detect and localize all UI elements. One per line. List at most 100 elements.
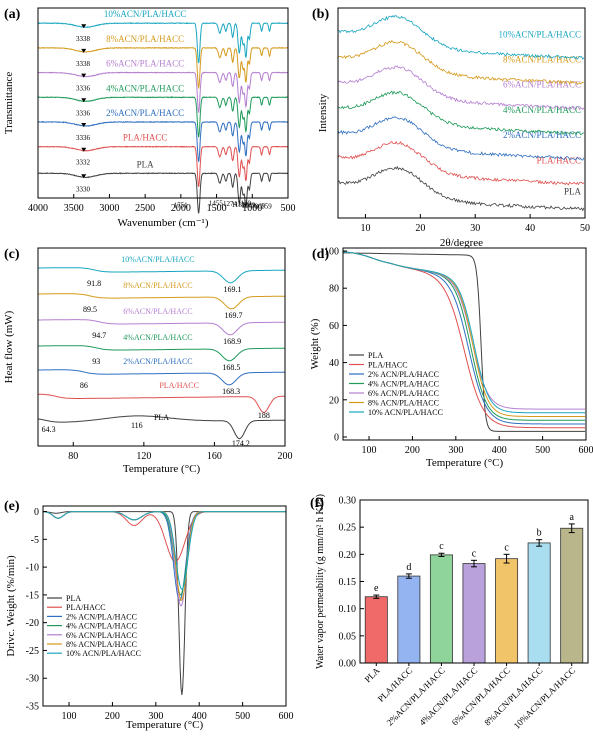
peak-label: 169.7 [225, 311, 243, 320]
x-tick-label: 2500 [135, 203, 155, 214]
x-tick-label: PLA [363, 665, 382, 684]
x-tick-label: 300 [448, 445, 463, 456]
plot-frame [342, 247, 587, 441]
x-tick-label: 3500 [64, 203, 84, 214]
significance-letter: c [472, 548, 477, 559]
y-tick-label: 40 [329, 358, 339, 369]
series-line [337, 14, 585, 60]
peak-label: 168.3 [222, 387, 240, 396]
peak-label: 3338 [76, 60, 91, 68]
series-name: 4%ACN/PLA/HACC [106, 83, 184, 93]
chart-b: (b) PLA PLA/HACC 2%ACN/PLA/HACC 4%ACN/PLA/HA… [312, 7, 590, 249]
peak-label: 93 [92, 357, 100, 366]
y-tick-label: -25 [26, 646, 39, 657]
series-line [43, 511, 286, 596]
series-name: 6%ACN/PLA/HACC [503, 80, 581, 90]
significance-letter: e [374, 583, 379, 594]
series-line [43, 511, 286, 607]
x-axis-label: Temperature (°C) [123, 463, 201, 475]
x-axis-label: Temperature (°C) [426, 457, 504, 469]
legend-label: 4% ACN/PLA/HACC [368, 380, 439, 389]
x-tick-label: 500 [535, 445, 550, 456]
chart-c: (c) 10%ACN/PLA/HACC 91.8 169.1 8%ACN/PLA/HAC… [3, 247, 293, 475]
series-line [37, 120, 289, 162]
peak-label: 89.5 [83, 305, 97, 314]
series-name: 8%ACN/PLA/HACC [503, 55, 581, 65]
series-line [43, 511, 286, 562]
peak-label: 3336 [76, 109, 91, 117]
x-tick-label: 100 [62, 711, 77, 722]
series-line [37, 22, 289, 64]
arrow-marker [81, 98, 87, 103]
x-tick-label: 120 [136, 451, 151, 462]
y-tick-label: -35 [26, 702, 39, 713]
arrow-marker [81, 48, 87, 53]
series-line [337, 140, 585, 186]
y-tick-label: -30 [26, 674, 39, 685]
y-tick-label: 0.00 [339, 659, 357, 670]
x-tick-label: 3000 [99, 203, 119, 214]
x-tick-label: 600 [279, 711, 294, 722]
peak-label: 116 [131, 421, 143, 430]
arrow-marker [81, 123, 87, 127]
peak-annotation: 1089 [241, 201, 256, 209]
bar [527, 542, 551, 664]
series-line [37, 415, 285, 440]
y-tick-label: 0.05 [339, 631, 357, 642]
x-tick-label: 600 [579, 445, 593, 456]
x-axis-label: Temperature (°C) [126, 719, 204, 731]
x-tick-label: 400 [192, 711, 207, 722]
series-name: 10%ACN/PLA/HACC [498, 29, 581, 39]
peak-annotation: 759 [261, 203, 272, 211]
panel-label: (c) [4, 247, 20, 262]
series-name: 2%ACN/PLA/HACC [503, 130, 581, 140]
arrow-marker [81, 147, 87, 152]
x-tick-label: 1500 [207, 203, 227, 214]
y-axis-label: Heat flow (mW) [3, 310, 15, 383]
series-name: 4%ACN/PLA/HACC [503, 105, 581, 115]
x-axis-label: 2θ/degree [440, 237, 483, 249]
x-tick-label: 2000 [171, 203, 191, 214]
series-name: PLA/HACC [536, 155, 581, 165]
chart-d: (d)100 200 300 400 500 600020406080100Tempera… [309, 247, 593, 470]
legend-label: 6% ACN/PLA/HACC [66, 631, 137, 640]
peak-label: 3336 [76, 85, 91, 93]
series-name: 10%ACN/PLA/HACC [121, 255, 194, 264]
series-line [38, 96, 289, 138]
series-line [342, 251, 586, 414]
series-line [337, 65, 585, 111]
arrow-marker [81, 73, 87, 78]
series-line [337, 165, 585, 212]
series-name: PLA/HACC [159, 381, 199, 390]
panel-label: (d) [312, 247, 329, 262]
y-tick-label: 0.20 [339, 550, 357, 561]
legend-label: 4% ACN/PLA/HACC [66, 622, 137, 631]
bar [429, 554, 453, 664]
series-name: 2%ACN/PLA/HACC [106, 108, 184, 118]
series-line [38, 345, 285, 362]
series-line [38, 319, 285, 336]
panel-label: (e) [4, 499, 20, 514]
y-axis-label: Drivc. Weight (%/min) [5, 555, 17, 657]
bar [560, 527, 584, 664]
plot-frame [37, 247, 286, 447]
series-line [338, 90, 585, 136]
peak-label: 3332 [76, 159, 91, 167]
y-tick-label: 0 [34, 507, 39, 518]
x-tick-label: 4%ACN/PLA/HACC [417, 665, 479, 727]
legend-label: PLA/HACC [368, 361, 408, 370]
legend-label: PLA/HACC [66, 603, 106, 612]
x-tick-label: 500 [281, 203, 296, 214]
series-line [37, 172, 288, 214]
y-tick-label: 80 [329, 284, 339, 295]
y-tick-label: -5 [31, 535, 39, 546]
bar [397, 575, 421, 664]
peak-label: 188 [258, 411, 270, 420]
peak-label: 64.3 [42, 425, 56, 434]
y-tick-label: 0 [334, 433, 339, 444]
significance-letter: c [439, 541, 444, 552]
series-line [43, 511, 286, 590]
significance-letter: c [504, 542, 509, 553]
panel-label: (f) [310, 496, 324, 511]
